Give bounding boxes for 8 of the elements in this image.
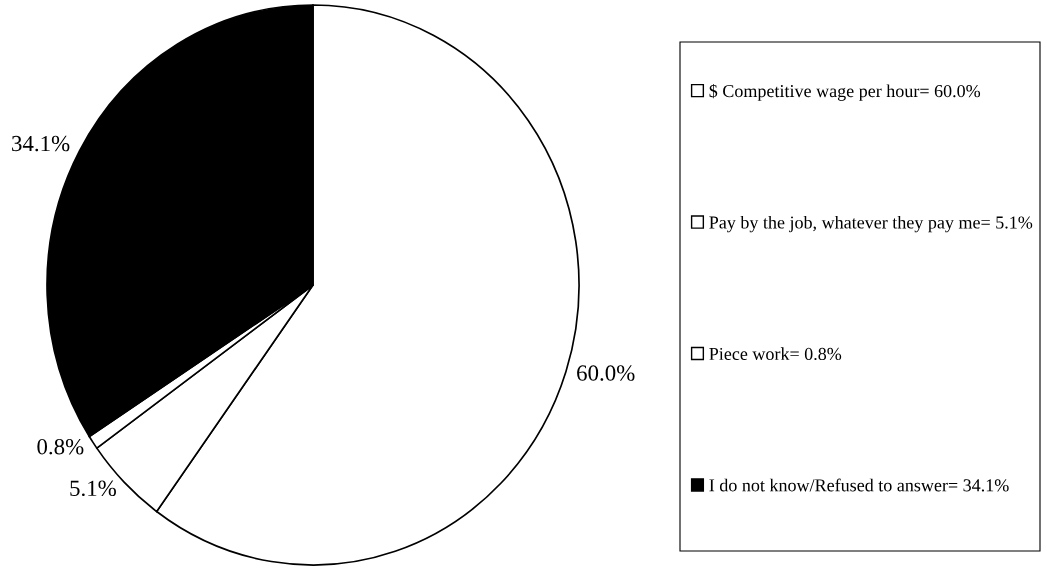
legend-label: I do not know/Refused to answer= 34.1%: [709, 478, 1009, 492]
legend-label: Piece work= 0.8%: [709, 347, 842, 361]
data-label: 60.0%: [577, 365, 635, 381]
data-label: 0.8%: [37, 438, 84, 455]
data-label: 34.1%: [12, 135, 70, 152]
data-label: 5.1%: [70, 480, 116, 497]
legend-label: $ Competitive wage per hour= 60.0%: [709, 83, 981, 101]
legend-label: Pay by the job, whatever they pay me= 5.1%: [709, 215, 1033, 233]
